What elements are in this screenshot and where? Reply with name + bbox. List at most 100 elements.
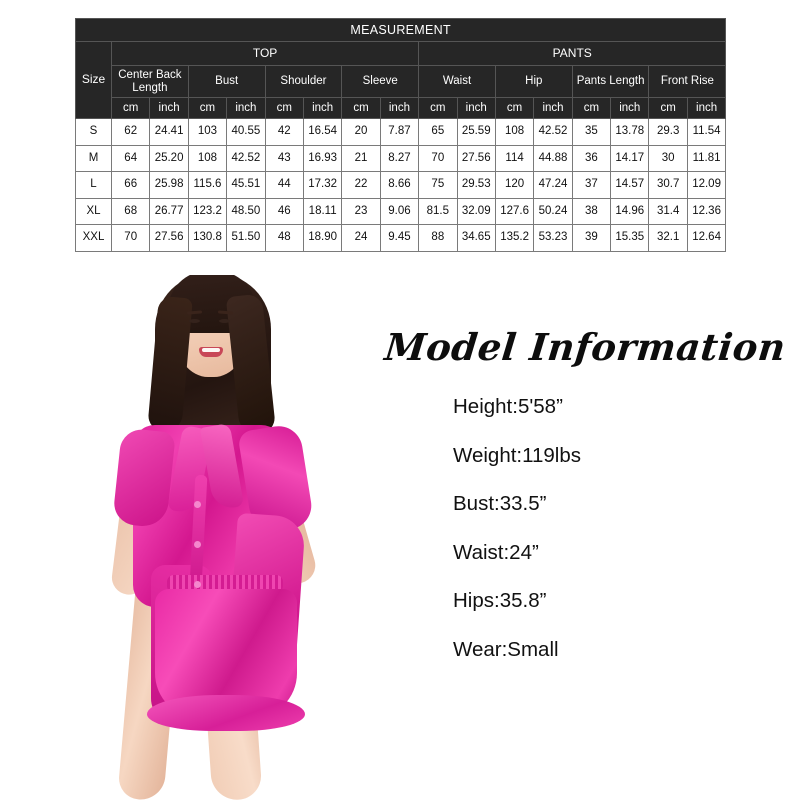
cell: 130.8 — [187, 224, 228, 252]
cell: 65 — [418, 118, 458, 146]
cell: 46 — [264, 197, 304, 225]
cell: 32.09 — [456, 197, 496, 225]
table-group-row: Size TOP PANTS — [75, 41, 727, 119]
cell: 50.24 — [533, 197, 573, 225]
unit-header: inch — [149, 97, 189, 119]
cell: 14.17 — [610, 144, 650, 172]
cell: 30.7 — [648, 171, 688, 199]
cell: 11.54 — [686, 118, 727, 146]
cell: 21 — [341, 144, 381, 172]
unit-header: inch — [686, 97, 727, 119]
table-row: XXL 70 27.56 130.8 51.50 48 18.90 24 9.4… — [75, 224, 727, 252]
cell: 31.4 — [648, 197, 688, 225]
cell: 37 — [571, 171, 612, 199]
model-info-wear: Wear:Small — [453, 637, 559, 661]
model-information-block: Model Information Height:5'58” Weight:11… — [382, 325, 788, 686]
cell: 32.1 — [648, 224, 688, 252]
measure-header-bust: Bust — [187, 65, 266, 98]
cell: 7.87 — [379, 118, 420, 146]
cell: 15.35 — [610, 224, 650, 252]
measure-header-hip: Hip — [494, 65, 573, 98]
table-measure-row: Center Back Length Bust Shoulder Sleeve … — [76, 65, 727, 98]
measure-header-shoulder: Shoulder — [264, 65, 343, 98]
cell: 12.09 — [686, 171, 727, 199]
cell: 13.78 — [610, 118, 650, 146]
cell: 24 — [341, 224, 381, 252]
unit-header: cm — [648, 97, 688, 119]
cell: 75 — [418, 171, 458, 199]
model-mouth — [199, 347, 223, 357]
measure-header-pants-length: Pants Length — [571, 65, 650, 98]
unit-header: cm — [571, 97, 612, 119]
cell: 42.52 — [533, 118, 573, 146]
unit-header: cm — [418, 97, 458, 119]
cell: 27.56 — [149, 224, 189, 252]
cell: 44 — [264, 171, 304, 199]
unit-header: cm — [264, 97, 304, 119]
cell: 16.54 — [302, 118, 343, 146]
cell: 18.11 — [302, 197, 343, 225]
cell: 88 — [418, 224, 458, 252]
cell: 34.65 — [456, 224, 496, 252]
cell: 43 — [264, 144, 304, 172]
table-row: L 66 25.98 115.6 45.51 44 17.32 22 8.66 … — [75, 171, 727, 199]
model-information-list: Height:5'58” Weight:119lbs Bust:33.5” Wa… — [385, 395, 745, 662]
cell: 12.36 — [686, 197, 727, 225]
unit-header: inch — [379, 97, 420, 119]
measurement-title: MEASUREMENT — [74, 18, 727, 42]
unit-header: inch — [456, 97, 496, 119]
cell: 66 — [110, 171, 151, 199]
cell: 40.55 — [226, 118, 266, 146]
cell: 9.06 — [379, 197, 420, 225]
cell: 25.59 — [456, 118, 496, 146]
model-eye-left — [189, 319, 200, 323]
cell: 115.6 — [187, 171, 228, 199]
size-label: XXL — [75, 224, 112, 252]
cell: 8.27 — [379, 144, 420, 172]
cell: 38 — [571, 197, 612, 225]
cell: 20 — [341, 118, 381, 146]
shorts-ruffle-hem — [147, 695, 305, 731]
cell: 108 — [187, 144, 228, 172]
cell: 11.81 — [686, 144, 727, 172]
cell: 64 — [110, 144, 151, 172]
cell: 29.53 — [456, 171, 496, 199]
shorts-waistband — [167, 575, 283, 593]
measure-header-front-rise: Front Rise — [648, 65, 727, 98]
cell: 17.32 — [302, 171, 343, 199]
cell: 114 — [494, 144, 535, 172]
unit-header: inch — [610, 97, 650, 119]
cell: 24.41 — [149, 118, 189, 146]
cell: 22 — [341, 171, 381, 199]
model-teeth — [202, 348, 220, 352]
cell: 35 — [571, 118, 612, 146]
model-info-weight: Weight:119lbs — [453, 443, 582, 467]
pajama-button — [194, 541, 201, 548]
cell: 25.20 — [149, 144, 189, 172]
pajama-button — [194, 581, 201, 588]
table-unit-row: cm inch cm inch cm inch cm inch cm inch … — [76, 97, 727, 119]
unit-header: inch — [302, 97, 343, 119]
cell: 48 — [264, 224, 304, 252]
pajama-button — [194, 501, 201, 508]
table-row: XL 68 26.77 123.2 48.50 46 18.11 23 9.06… — [75, 197, 727, 225]
cell: 30 — [648, 144, 688, 172]
measure-header-waist: Waist — [418, 65, 496, 98]
cell: 45.51 — [226, 171, 266, 199]
measure-header-sleeve: Sleeve — [341, 65, 420, 98]
cell: 135.2 — [494, 224, 535, 252]
cell: 103 — [187, 118, 228, 146]
unit-header: cm — [110, 97, 151, 119]
cell: 25.98 — [149, 171, 189, 199]
model-info-waist: Waist:24” — [453, 540, 539, 564]
size-chart-table: MEASUREMENT Size TOP PANTS Center Back L… — [74, 18, 727, 252]
cell: 123.2 — [187, 197, 228, 225]
cell: 36 — [571, 144, 612, 172]
model-info-height: Height:5'58” — [453, 395, 563, 418]
cell: 70 — [418, 144, 458, 172]
model-information-title: Model Information — [382, 325, 788, 369]
unit-header: cm — [187, 97, 228, 119]
cell: 14.57 — [610, 171, 650, 199]
cell: 68 — [110, 197, 151, 225]
size-chart-table-wrapper: MEASUREMENT Size TOP PANTS Center Back L… — [74, 18, 727, 252]
